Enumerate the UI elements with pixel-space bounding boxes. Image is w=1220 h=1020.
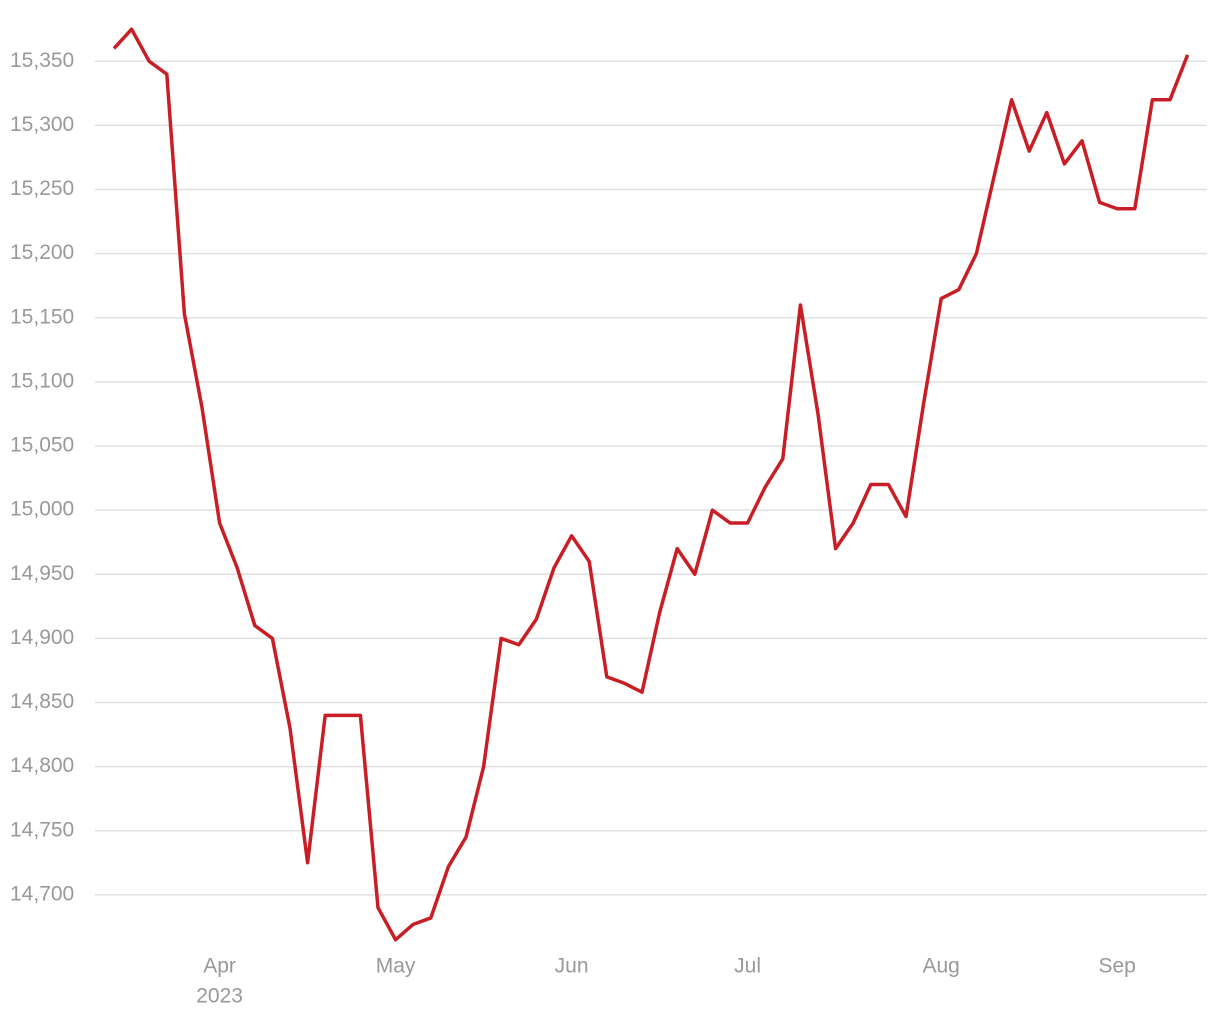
y-tick-label: 14,950 (10, 562, 74, 585)
x-tick-label: Jun (555, 955, 589, 978)
x-tick-label: Aug (923, 955, 960, 978)
y-tick-label: 14,850 (10, 690, 74, 713)
y-tick-label: 15,350 (10, 49, 74, 72)
y-tick-label: 15,250 (10, 177, 74, 200)
y-tick-label: 14,700 (10, 882, 74, 905)
line (112, 27, 1190, 942)
y-tick-label: 15,050 (10, 434, 74, 457)
y-tick-label: 15,150 (10, 305, 74, 328)
y-tick-label: 15,000 (10, 498, 74, 521)
y-tick-label: 15,200 (10, 241, 74, 264)
x-year-label: 2023 (196, 985, 243, 1008)
y-tick-label: 15,300 (10, 113, 74, 136)
x-tick-label: Apr (203, 955, 236, 978)
y-tick-label: 14,800 (10, 754, 74, 777)
y-tick-label: 14,900 (10, 626, 74, 649)
x-tick-label: Sep (1099, 955, 1136, 978)
x-tick-label: May (376, 955, 416, 978)
x-tick-label: Jul (734, 955, 761, 978)
y-tick-label: 14,750 (10, 818, 74, 841)
y-tick-label: 15,100 (10, 369, 74, 392)
